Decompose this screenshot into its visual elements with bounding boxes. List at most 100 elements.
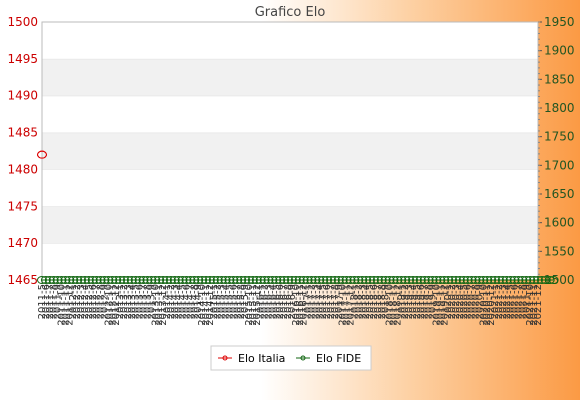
data-point-elo-fide (435, 276, 446, 284)
x-tick-label: 2019-5 (412, 284, 423, 319)
right-tick-label: 1950 (544, 15, 575, 29)
data-point-elo-fide (48, 276, 59, 284)
left-tick-label: 1475 (7, 199, 38, 213)
x-tick-label: 2013-10 (150, 284, 161, 326)
x-tick-label: 2011-12 (64, 284, 75, 326)
x-tick-label: 2016-7 (279, 284, 290, 319)
legend: Elo Italia Elo FIDE (210, 345, 372, 371)
data-point-elo-fide (115, 276, 126, 284)
data-point-elo-fide (130, 276, 141, 284)
x-tick-label: 2018-8 (377, 284, 388, 319)
data-point-elo-fide (208, 276, 219, 284)
x-tick-label: 2015-7 (232, 284, 243, 319)
data-point-elo-fide (232, 276, 243, 284)
data-point-elo-fide (529, 276, 540, 284)
data-point-elo-fide (263, 276, 274, 284)
x-tick-label: 2020-7 (467, 284, 478, 319)
x-tick-label: 2014-11 (201, 284, 212, 326)
x-tick-label: 2013-2 (119, 284, 130, 319)
data-point-elo-fide (365, 276, 376, 284)
data-point-elo-fide (396, 276, 407, 284)
x-tick-label: 2016-12 (299, 284, 310, 326)
x-tick-label: 2013-12 (158, 284, 169, 326)
data-point-elo-fide (349, 276, 360, 284)
data-point-elo-fide (380, 276, 391, 284)
x-tick-label: 2011-7 (45, 284, 56, 319)
x-tick-label: 2017-5 (318, 284, 329, 319)
data-point-elo-fide (447, 276, 458, 284)
legend-label: Elo Italia (238, 352, 285, 365)
x-tick-label: 2012-5 (84, 284, 95, 319)
data-point-elo-fide (419, 276, 430, 284)
x-tick-label: 2020-10 (478, 284, 489, 326)
x-tick-label: 2020-1 (443, 284, 454, 319)
x-tick-label: 2014-7 (185, 284, 196, 319)
right-tick-label: 1750 (544, 130, 575, 144)
data-point-elo-fide (216, 276, 227, 284)
data-point-elo-fide (103, 276, 114, 284)
x-tick-label: 2015-4 (221, 284, 232, 319)
data-point-elo-fide (126, 276, 137, 284)
data-point-elo-fide (384, 276, 395, 284)
data-point-elo-fide (236, 276, 247, 284)
data-point-elo-fide (37, 276, 47, 284)
data-point-elo-fide (87, 276, 98, 284)
data-point-elo-fide (267, 276, 278, 284)
x-tick-label: 2014-4 (174, 284, 185, 319)
data-point-elo-fide (443, 276, 454, 284)
x-tick-label: 2021-10 (525, 284, 536, 326)
grid-band (42, 206, 538, 244)
x-tick-label: 2017-8 (330, 284, 341, 319)
left-tick-label: 1470 (7, 236, 38, 250)
data-point-elo-fide (310, 276, 321, 284)
chart-title: Grafico Elo (255, 5, 326, 20)
x-tick-label: 2015-8 (236, 284, 247, 319)
data-point-elo-fide (72, 276, 83, 284)
data-point-elo-fide (286, 276, 297, 284)
x-tick-label: 2015-5 (224, 284, 235, 319)
x-tick-label: 2015-2 (213, 284, 224, 319)
data-point-elo-fide (298, 276, 309, 284)
x-tick-label: 2020-12 (486, 284, 497, 326)
data-point-elo-fide (185, 276, 196, 284)
x-tick-label: 2015-1 (209, 284, 220, 319)
x-tick-label: 2017-2 (306, 284, 317, 319)
data-point-elo-fide (247, 276, 258, 284)
data-point-elo-fide (376, 276, 387, 284)
data-point-elo-fide (169, 276, 180, 284)
x-tick-label: 2016-2 (260, 284, 271, 319)
data-point-elo-fide (314, 276, 325, 284)
x-tick-label: 2013-8 (142, 284, 153, 319)
x-tick-label: 2014-10 (197, 284, 208, 326)
x-tick-label: 2015-10 (244, 284, 255, 326)
data-point-elo-fide (423, 276, 434, 284)
data-point-elo-fide (450, 276, 461, 284)
data-point-elo-fide (197, 276, 208, 284)
data-point-elo-fide (540, 276, 551, 284)
data-point-elo-fide (525, 276, 536, 284)
data-point-elo-fide (158, 276, 169, 284)
right-tick-label: 1700 (544, 158, 575, 172)
data-point-elo-fide (228, 276, 239, 284)
data-point-elo-fide (189, 276, 200, 284)
x-tick-label: 2014-9 (193, 284, 204, 319)
left-tick-label: 1485 (7, 126, 38, 140)
data-point-elo-fide (95, 276, 106, 284)
x-tick-label: 2021-12 (533, 284, 544, 326)
data-point-elo-fide (474, 276, 485, 284)
x-tick-label: 2021-8 (517, 284, 528, 319)
data-point-elo-fide (154, 276, 165, 284)
x-tick-label: 2018-5 (365, 284, 376, 319)
data-point-elo-fide (146, 276, 157, 284)
right-tick-label: 1850 (544, 72, 575, 86)
x-tick-label: 2013-1 (115, 284, 126, 319)
x-tick-label: 2012-10 (103, 284, 114, 326)
data-point-elo-fide (521, 276, 532, 284)
x-tick-label: 2020-2 (447, 284, 458, 319)
x-tick-label: 2015-11 (248, 284, 259, 326)
x-axis: 2011-52011-62011-72011-82011-92011-10201… (37, 280, 544, 326)
x-tick-label: 2013-6 (135, 284, 146, 319)
data-point-elo-fide (79, 276, 90, 284)
x-tick-label: 2018-2 (353, 284, 364, 319)
data-point-elo-fide (533, 276, 543, 284)
